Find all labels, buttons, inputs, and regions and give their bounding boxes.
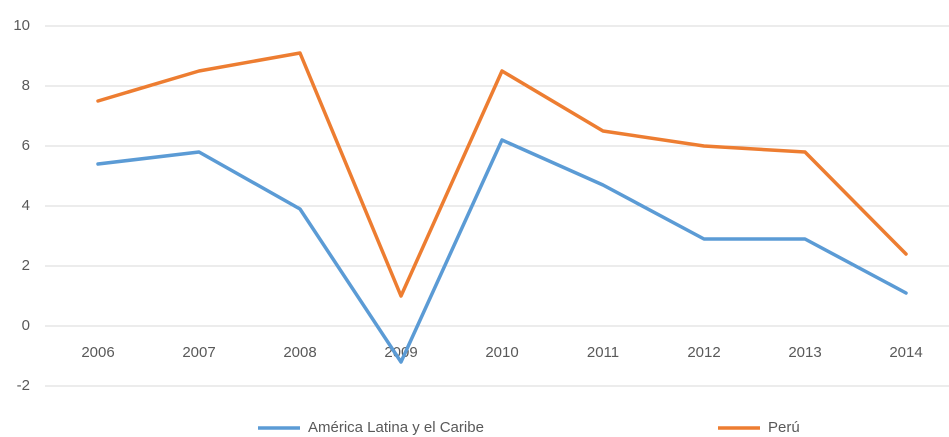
y-tick-label: 6 (22, 137, 30, 154)
x-tick-label: 2006 (81, 344, 114, 361)
x-tick-label: 2008 (283, 344, 316, 361)
x-tick-label: 2012 (687, 344, 720, 361)
legend-label: América Latina y el Caribe (308, 419, 484, 436)
y-tick-label: 4 (22, 197, 30, 214)
y-tick-label: 0 (22, 317, 30, 334)
x-tick-label: 2010 (485, 344, 518, 361)
x-tick-label: 2011 (587, 344, 619, 361)
y-tick-label: 8 (22, 77, 30, 94)
series-line (96, 51, 908, 298)
y-tick-label: 10 (13, 17, 30, 34)
series-line (96, 138, 908, 364)
y-tick-label: 2 (22, 257, 30, 274)
x-tick-label: 2007 (182, 344, 215, 361)
x-tick-label: 2013 (788, 344, 821, 361)
legend-label: Perú (768, 419, 800, 436)
y-tick-label: -2 (17, 377, 30, 394)
x-tick-label: 2014 (889, 344, 922, 361)
